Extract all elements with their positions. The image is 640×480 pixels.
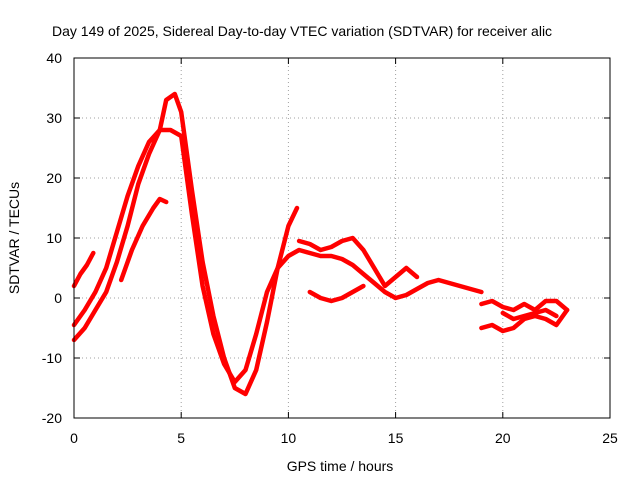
x-tick-label: 10	[281, 430, 297, 446]
y-tick-label: -10	[42, 350, 62, 366]
series-line-track-i	[500, 307, 559, 322]
series-line-track-f	[307, 283, 366, 304]
series-line-track-b	[71, 127, 484, 385]
y-tick-label: 40	[46, 50, 62, 66]
x-tick-label: 0	[70, 430, 78, 446]
x-tick-label: 20	[495, 430, 511, 446]
series-line-track-d	[118, 196, 169, 283]
x-axis-label: GPS time / hours	[287, 458, 394, 474]
y-tick-label: 0	[54, 290, 62, 306]
y-tick-label: -20	[42, 410, 62, 426]
x-tick-label: 5	[177, 430, 185, 446]
series-line-track-c	[71, 91, 300, 397]
y-tick-label: 30	[46, 110, 62, 126]
y-tick-label: 10	[46, 230, 62, 246]
grid-lines	[74, 58, 610, 418]
series-line-track-g	[479, 298, 570, 313]
series-line-track-a	[71, 250, 96, 289]
y-tick-label: 20	[46, 170, 62, 186]
data-series	[71, 91, 570, 397]
x-tick-label: 15	[388, 430, 404, 446]
series-line-track-e	[296, 235, 420, 289]
series-line-track-h	[479, 307, 570, 334]
x-tick-label: 25	[602, 430, 618, 446]
axis-ticks: 0 5 10 15 20 25 -20 -10 0 10 20 30 40	[42, 50, 618, 446]
chart-title: Day 149 of 2025, Sidereal Day-to-day VTE…	[52, 23, 552, 39]
y-axis-label: SDTVAR / TECUs	[6, 182, 22, 294]
